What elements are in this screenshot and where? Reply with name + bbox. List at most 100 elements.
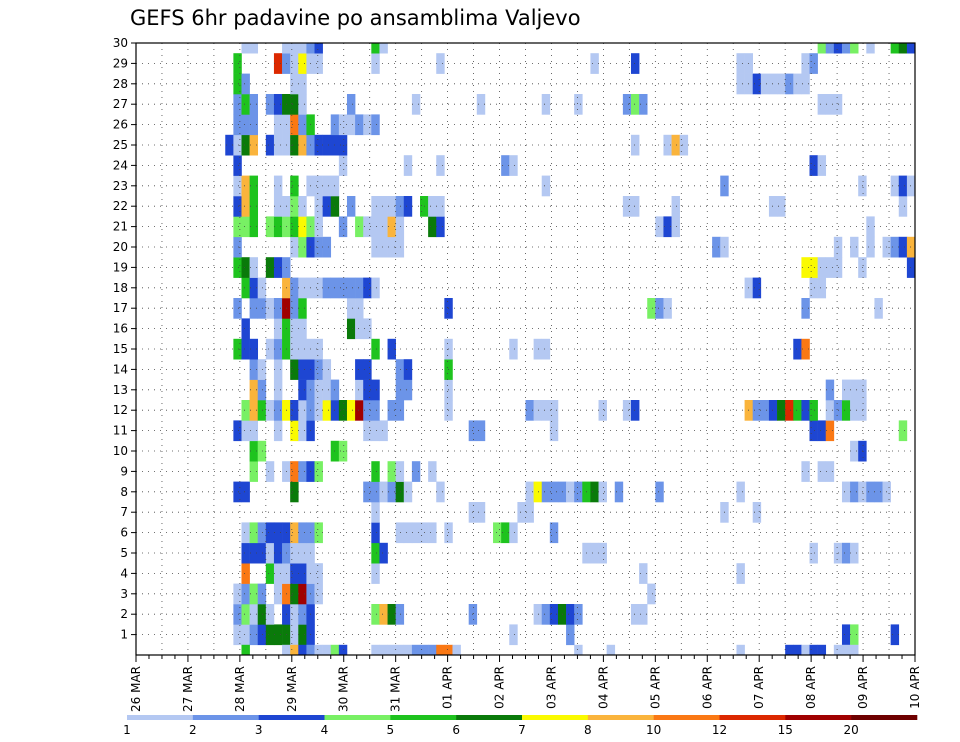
precip-cell (541, 604, 551, 625)
precip-cell (314, 196, 323, 217)
precip-cell (257, 624, 267, 646)
precip-cell (265, 134, 275, 156)
precip-cell (411, 461, 421, 482)
precip-cell (314, 175, 323, 197)
precip-cell (906, 175, 916, 197)
precip-cell (233, 196, 242, 217)
precip-cell (403, 196, 413, 217)
x-tick-label: 03 APR (545, 666, 559, 709)
y-tick-label: 19 (113, 260, 128, 274)
precip-cell (850, 440, 859, 462)
precip-cell (363, 400, 372, 421)
y-tick-label: 23 (113, 179, 128, 193)
precip-cell (355, 318, 364, 340)
precip-cell (233, 175, 242, 197)
precip-cell (371, 114, 380, 136)
precip-cell (890, 236, 900, 258)
precip-cell (298, 583, 307, 605)
precip-cell (785, 644, 794, 656)
precip-cell (850, 379, 859, 401)
precip-cell (387, 216, 396, 238)
precip-cell (249, 604, 259, 625)
precip-cell (298, 277, 307, 299)
precip-cell (541, 175, 551, 197)
precip-cell (890, 175, 900, 197)
y-tick-label: 27 (113, 97, 128, 111)
x-tick-label: 31 MAR (389, 666, 403, 712)
colorbar-swatch (587, 715, 654, 720)
precip-cell (793, 338, 802, 360)
precip-cell (290, 338, 299, 360)
precip-cell (314, 216, 323, 238)
precip-cell (736, 644, 745, 656)
precip-cell (249, 522, 259, 544)
precip-cell (428, 644, 437, 656)
precip-cell (257, 542, 267, 564)
precip-cell (387, 461, 396, 482)
precip-cell (330, 644, 340, 656)
precip-cell (241, 420, 250, 442)
precip-cell (509, 338, 518, 360)
precip-cell (314, 359, 323, 380)
precip-cell (363, 114, 372, 136)
precip-cell (290, 196, 299, 217)
precip-cell (371, 502, 380, 523)
colorbar-label: 12 (712, 723, 727, 737)
precip-cell (841, 400, 851, 421)
colorbar-swatch (719, 715, 786, 720)
precip-cell (282, 644, 291, 656)
precip-cell (273, 420, 283, 442)
precip-cell (249, 359, 259, 380)
precip-cell (273, 196, 283, 217)
precip-cell (290, 420, 299, 442)
precip-cell (655, 481, 664, 503)
precip-cell (241, 563, 250, 584)
precip-cell (574, 604, 583, 625)
precip-cell (233, 481, 242, 503)
precip-cell (298, 216, 307, 238)
precip-cell (298, 420, 307, 442)
precip-cell (436, 53, 445, 74)
precip-cell (298, 644, 307, 656)
precip-cell (379, 420, 388, 442)
precip-cell (290, 53, 299, 74)
precip-cell (501, 522, 510, 544)
colorbar-label: 7 (518, 723, 526, 737)
precip-cell (533, 604, 543, 625)
precip-cell (411, 94, 421, 115)
precip-cell (346, 318, 356, 340)
x-tick-label: 01 APR (441, 666, 455, 709)
precip-cell (233, 53, 242, 74)
precip-cell (841, 379, 851, 401)
precip-cell (890, 43, 900, 54)
precip-cell (241, 73, 250, 95)
precip-cell (428, 196, 437, 217)
precip-cell (517, 502, 526, 523)
precip-cell (290, 359, 299, 380)
precip-cell (290, 644, 299, 656)
x-tick-label: 10 APR (908, 666, 922, 709)
precip-cell (801, 338, 810, 360)
precip-cell (306, 644, 315, 656)
precip-cell (671, 196, 680, 217)
precip-cell (850, 400, 859, 421)
precip-cell (476, 502, 486, 523)
precip-cell (249, 134, 259, 156)
precip-cell (241, 196, 250, 217)
precip-cell (679, 134, 689, 156)
precip-cell (371, 379, 380, 401)
precip-cell (549, 400, 559, 421)
precip-cell (355, 400, 364, 421)
precip-cell (371, 216, 380, 238)
precip-cell (233, 257, 242, 278)
precip-cell (663, 134, 672, 156)
precip-cell (379, 196, 388, 217)
precip-cell (825, 420, 835, 442)
precip-cell (371, 542, 380, 564)
colorbar-label: 20 (844, 723, 859, 737)
precip-cell (273, 257, 283, 278)
precip-cell (241, 134, 250, 156)
precip-cell (314, 43, 323, 54)
precip-cell (655, 216, 664, 238)
precip-cell (290, 94, 299, 115)
